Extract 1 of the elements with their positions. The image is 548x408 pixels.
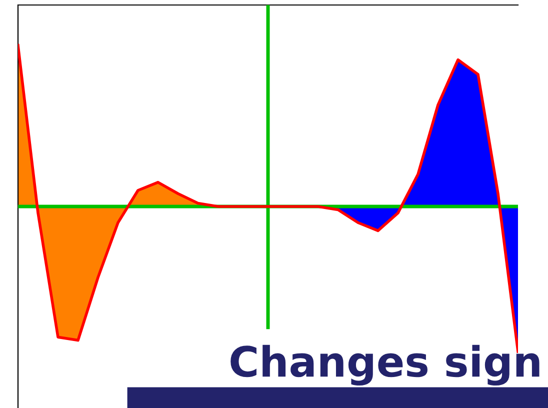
annotation: Changes sign	[230, 344, 540, 386]
